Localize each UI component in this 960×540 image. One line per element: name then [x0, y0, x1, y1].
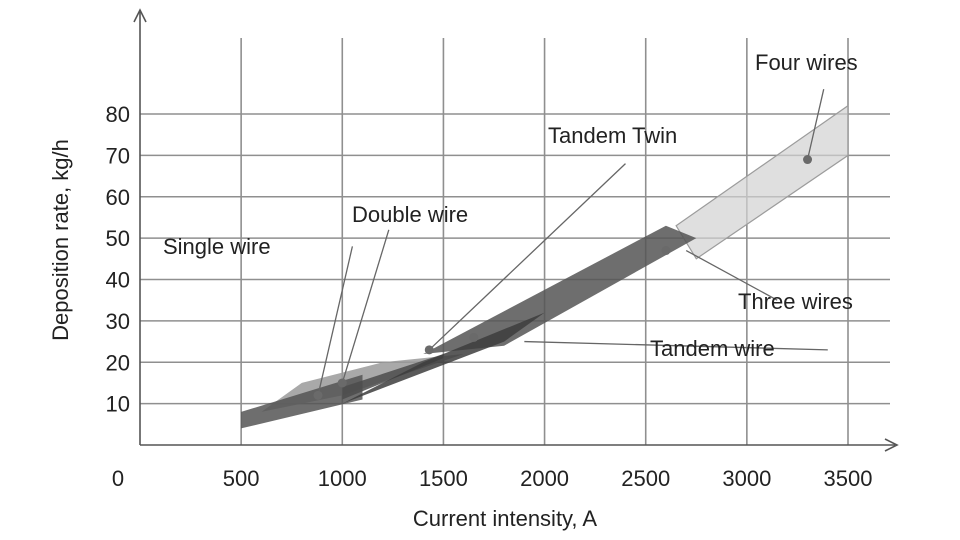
x-tick-label-2000: 2000	[520, 466, 569, 491]
annotation-four-wires: Four wires	[755, 50, 858, 75]
y-tick-label-30: 30	[106, 309, 130, 334]
marker-tandem-wire	[469, 332, 479, 342]
marker-single-wire	[313, 390, 323, 400]
marker-tandem-twin	[424, 345, 434, 355]
band-tandem-wire	[342, 312, 545, 404]
series-markers	[313, 155, 813, 400]
marker-double-wire	[337, 378, 347, 388]
leader-tandem-wire	[524, 340, 828, 351]
x-tick-label-2500: 2500	[621, 466, 670, 491]
axes	[133, 8, 899, 452]
x-axis-arrow	[884, 438, 899, 452]
y-tick-label-60: 60	[106, 185, 130, 210]
marker-four-wires	[803, 155, 813, 165]
y-tick-label-20: 20	[106, 350, 130, 375]
band-single-wire	[241, 374, 363, 429]
marker-three-wires	[661, 246, 671, 256]
annotation-three-wires: Three wires	[738, 289, 853, 314]
y-axis-arrow	[133, 8, 147, 23]
series-annotations: Single wire Double wire Tandem Twin Tandem …	[163, 50, 858, 361]
x-tick-label-1000: 1000	[318, 466, 367, 491]
leader-four-wires	[806, 89, 825, 160]
band-four-wires	[675, 104, 849, 260]
x-tick-label-3500: 3500	[824, 466, 873, 491]
y-tick-labels: 10 20 30 40 50 60 70 80	[106, 102, 130, 417]
y-tick-label-50: 50	[106, 226, 130, 251]
x-tick-labels: 0 500 1000 1500 2000 2500 3000 3500	[112, 466, 873, 491]
annotation-tandem-twin: Tandem Twin	[548, 123, 677, 148]
leader-single-wire	[317, 246, 354, 396]
series-bands	[241, 104, 849, 429]
annotation-tandem-wire: Tandem wire	[650, 336, 775, 361]
leader-double-wire	[341, 229, 390, 384]
annotation-double-wire: Double wire	[352, 202, 468, 227]
x-tick-label-3000: 3000	[722, 466, 771, 491]
y-tick-label-10: 10	[106, 392, 130, 417]
x-tick-label-0: 0	[112, 466, 124, 491]
x-tick-label-1500: 1500	[419, 466, 468, 491]
band-three-wires	[423, 225, 697, 354]
x-axis-title: Current intensity, A	[413, 506, 598, 531]
y-axis-title: Deposition rate, kg/h	[48, 139, 73, 341]
leader-tandem-twin	[428, 163, 626, 351]
y-tick-label-70: 70	[106, 143, 130, 168]
annotation-single-wire: Single wire	[163, 234, 271, 259]
leader-three-wires	[685, 249, 778, 301]
x-tick-label-500: 500	[223, 466, 260, 491]
y-tick-label-40: 40	[106, 268, 130, 293]
annotation-leaders	[317, 89, 828, 396]
y-tick-label-80: 80	[106, 102, 130, 127]
